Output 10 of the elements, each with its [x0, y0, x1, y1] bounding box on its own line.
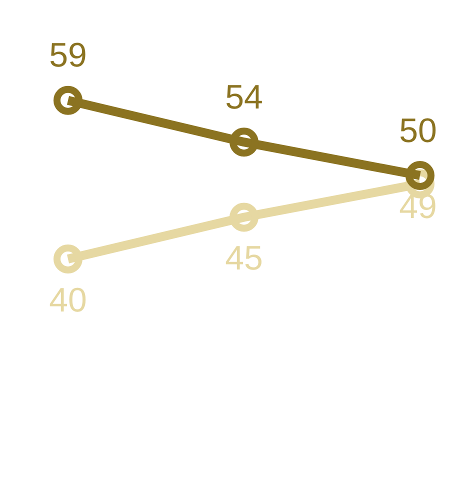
point	[54, 244, 82, 274]
data-label: 59	[49, 36, 87, 75]
point	[406, 161, 434, 190]
data-label: 50	[399, 112, 437, 150]
data-label: 40	[49, 281, 87, 320]
data-label: 54	[225, 78, 263, 116]
data-label: 45	[225, 240, 263, 278]
point	[230, 128, 258, 157]
point	[54, 86, 82, 115]
point	[230, 202, 258, 232]
